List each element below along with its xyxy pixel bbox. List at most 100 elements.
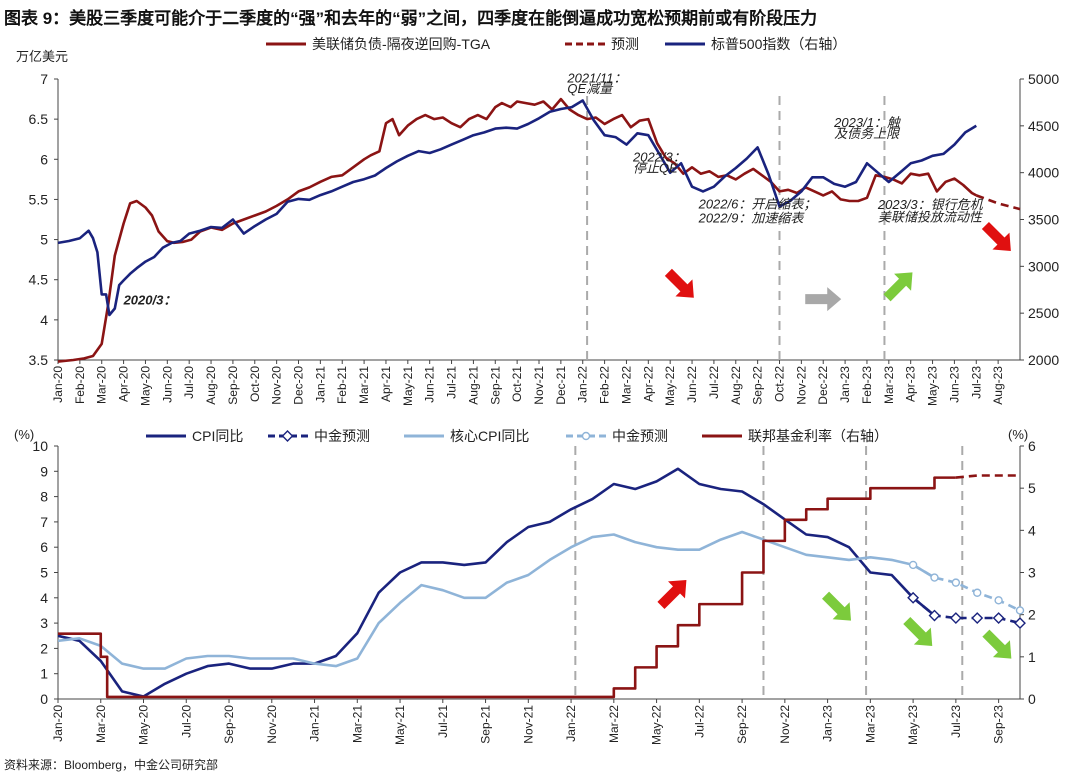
chart2-x-tick-label: Jul-23 <box>949 705 963 738</box>
chart2-x-tick-label: Jan-22 <box>564 705 578 742</box>
chart2-series-marker <box>1015 606 1025 615</box>
chart1-left-tick-label: 3.5 <box>29 352 49 368</box>
chart1-x-tick-label: Apr-22 <box>641 366 655 402</box>
chart1-right-tick-label: 3500 <box>1028 212 1059 228</box>
chart2-x-tick-label: Nov-22 <box>778 705 792 744</box>
chart2-x-tick-label: Sep-21 <box>479 705 493 744</box>
chart1-x-tick-label: Dec-20 <box>292 366 306 405</box>
chart1-trend-arrow-shape <box>981 221 1011 251</box>
chart2-trend-arrow-shape <box>657 580 687 610</box>
chart1-right-tick-label: 3000 <box>1028 258 1059 274</box>
chart1-x-tick-label: Jun-20 <box>160 366 174 403</box>
chart2-trend-arrow-shape <box>822 591 852 621</box>
chart1-x-tick-label: Dec-22 <box>816 366 830 405</box>
chart1-x-tick-label: Aug-20 <box>204 366 218 405</box>
chart1-x-tick-label: Feb-20 <box>73 366 87 404</box>
chart2-x-tick-label: Jul-20 <box>179 705 193 738</box>
chart2-left-tick-label: 1 <box>40 666 48 682</box>
chart1-x-tick-label: Apr-20 <box>117 366 131 402</box>
chart1-ylabel-left: 万亿美元 <box>16 49 68 64</box>
chart2-x-tick-label: Mar-22 <box>607 705 621 743</box>
chart1-x-tick-label: Jun-21 <box>423 366 437 403</box>
chart1-x-tick-label: Aug-22 <box>729 366 743 405</box>
chart1-x-tick-label: Oct-21 <box>510 366 524 402</box>
chart2-series-marker <box>928 609 941 622</box>
chart1-annotation: 2022/9：加速缩表 <box>698 210 806 225</box>
chart1-x-tick-label: Dec-21 <box>554 366 568 405</box>
chart2-x-tick-label: Jan-20 <box>51 705 65 742</box>
chart2-x-tick-label: Sep-23 <box>992 705 1006 744</box>
chart1-x-tick-label: Sep-21 <box>488 366 502 405</box>
chart2-series-marker <box>994 596 1003 605</box>
chart1-x-tick-label: Aug-21 <box>466 366 480 405</box>
chart1-x-tick-label: Mar-23 <box>882 366 896 404</box>
chart1-annotation: 2023/3：银行危机 <box>877 197 984 212</box>
chart1-x-tick-label: Jun-23 <box>947 366 961 403</box>
chart2-left-tick-label: 4 <box>40 590 48 606</box>
chart2-trend-arrow <box>982 629 1012 659</box>
chart1-x-tick-label: Jul-20 <box>182 366 196 399</box>
chart2-x-tick-label: Sep-20 <box>222 705 236 744</box>
chart1-legend-label: 预测 <box>611 36 639 52</box>
chart2-x-tick-label: May-20 <box>137 705 151 745</box>
chart2-series-line <box>58 476 956 699</box>
chart2-x-tick-label: Jul-21 <box>436 705 450 738</box>
chart1-trend-arrow-shape <box>664 268 694 298</box>
chart2-x-tick-label: Mar-21 <box>350 705 364 743</box>
chart1-right-tick-label: 4000 <box>1028 165 1059 181</box>
chart1-annotation: 2020/3： <box>123 293 177 308</box>
chart2-x-tick-label: Mar-20 <box>94 705 108 743</box>
chart1-x-tick-label: Apr-21 <box>379 366 393 402</box>
chart2-trend-arrow <box>822 591 852 621</box>
chart1-trend-arrow <box>664 268 694 298</box>
chart2-right-tick-label: 2 <box>1028 607 1036 623</box>
chart1-trend-arrow-shape <box>883 272 913 302</box>
chart2-series-marker <box>949 612 962 624</box>
chart1-left-tick-label: 6.5 <box>29 111 49 127</box>
chart2-right-tick-label: 5 <box>1028 480 1036 496</box>
figure-title: 图表 9：美股三季度可能介于二季度的“强”和去年的“弱”之间，四季度在能倒逼成功… <box>4 9 818 28</box>
chart1-x-tick-label: Jan-22 <box>576 366 590 403</box>
chart1-x-tick-label: Feb-23 <box>860 366 874 404</box>
chart1-annotation: QE减量 <box>567 81 614 96</box>
chart2-left-tick-label: 8 <box>40 489 48 505</box>
chart1-x-tick-label: Jul-23 <box>969 366 983 399</box>
chart1-annotation: 2023/1：触 <box>833 115 901 130</box>
chart1-annotation: 2022/6：开启缩表； <box>698 196 817 211</box>
chart2-x-tick-label: May-22 <box>650 705 664 745</box>
chart2-left-tick-label: 9 <box>40 463 48 479</box>
chart2-right-tick-label: 3 <box>1028 565 1036 581</box>
chart1-annotation: 及债务上限 <box>834 126 901 141</box>
chart2-trend-arrow-shape <box>903 616 933 646</box>
chart1-series-line <box>975 194 1021 211</box>
chart1-x-tick-label: Jul-21 <box>445 366 459 399</box>
chart2-x-tick-label: Mar-23 <box>863 705 877 743</box>
chart2-series-line <box>912 563 1021 612</box>
chart2-x-tick-label: May-23 <box>906 705 920 745</box>
chart2-right-tick-label: 1 <box>1028 649 1036 665</box>
chart1-right-tick-label: 2000 <box>1028 352 1059 368</box>
chart2-series-line <box>57 530 936 670</box>
chart1-x-tick-label: Nov-20 <box>270 366 284 405</box>
chart2-legend-label: CPI同比 <box>192 428 243 444</box>
chart2-left-tick-label: 0 <box>40 691 48 707</box>
chart2-left-tick-label: 3 <box>40 615 48 631</box>
chart1-x-tick-label: Oct-22 <box>773 366 787 402</box>
chart1-x-tick-label: Feb-22 <box>598 366 612 404</box>
chart1-right-tick-label: 4500 <box>1028 118 1059 134</box>
chart2-right-tick-label: 4 <box>1028 522 1036 538</box>
chart1-right-tick-label: 5000 <box>1028 71 1059 87</box>
source-note: 资料来源：Bloomberg，中金公司研究部 <box>4 758 219 772</box>
chart1-x-tick-label: May-22 <box>663 366 677 406</box>
chart1-x-tick-label: Jul-22 <box>707 366 721 399</box>
chart1-x-tick-label: Nov-21 <box>532 366 546 405</box>
chart2-right-tick-label: 6 <box>1028 438 1036 454</box>
chart1-x-tick-label: May-23 <box>926 366 940 406</box>
chart1-left-tick-label: 4.5 <box>29 272 49 288</box>
chart2-x-tick-label: Nov-21 <box>521 705 535 744</box>
chart2-left-tick-label: 7 <box>40 514 48 530</box>
chart1-x-tick-label: Apr-23 <box>904 366 918 402</box>
chart1-trend-arrow <box>981 221 1011 251</box>
chart2-trend-arrow <box>903 616 933 646</box>
chart1-x-tick-label: Jan-20 <box>51 366 65 403</box>
